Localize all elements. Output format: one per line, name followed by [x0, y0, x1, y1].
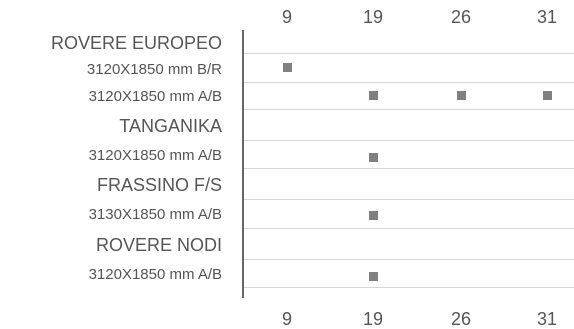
- gridline: [244, 168, 574, 169]
- column-header-19: 19: [362, 7, 384, 27]
- gridline: [244, 109, 574, 110]
- gridline: [244, 140, 574, 141]
- item-label: 3120X1850 mm A/B: [88, 88, 222, 105]
- availability-marker: [283, 63, 292, 72]
- gridline: [244, 199, 574, 200]
- column-header-9: 9: [281, 7, 293, 27]
- availability-marker: [457, 91, 466, 100]
- column-header-31: 31: [536, 7, 558, 27]
- column-footer-31: 31: [536, 309, 558, 329]
- availability-marker: [369, 211, 378, 220]
- column-footer-19: 19: [362, 309, 384, 329]
- availability-marker: [369, 272, 378, 281]
- item-label: 3120X1850 mm B/R: [86, 61, 222, 78]
- column-footer-26: 26: [450, 309, 472, 329]
- availability-marker: [369, 153, 378, 162]
- gridline: [244, 259, 574, 260]
- item-label: 3130X1850 mm A/B: [88, 206, 222, 223]
- group-label-frassino: FRASSINO F/S: [96, 175, 222, 195]
- row-axis-line: [242, 30, 244, 298]
- item-label: 3120X1850 mm A/B: [88, 266, 222, 283]
- group-label-rovere-nodi: ROVERE NODI: [95, 235, 222, 255]
- gridline: [244, 82, 574, 83]
- group-label-tanganika: TANGANIKA: [119, 116, 222, 136]
- column-header-26: 26: [450, 7, 472, 27]
- gridline: [244, 53, 574, 54]
- group-label-rovere-europeo: ROVERE EUROPEO: [50, 33, 222, 53]
- gridline: [244, 287, 574, 288]
- column-footer-9: 9: [281, 309, 293, 329]
- availability-marker: [369, 91, 378, 100]
- availability-marker: [543, 91, 552, 100]
- item-label: 3120X1850 mm A/B: [88, 147, 222, 164]
- gridline: [244, 228, 574, 229]
